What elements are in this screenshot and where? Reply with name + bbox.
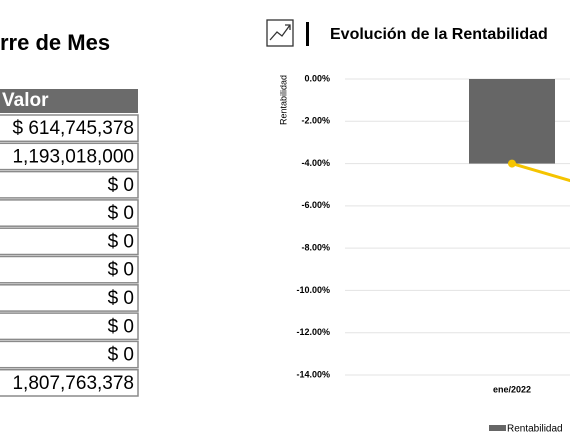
chart-title: Evolución de la Rentabilidad bbox=[330, 26, 548, 43]
table-value: $ 0 bbox=[108, 231, 134, 252]
line-marker bbox=[508, 159, 516, 168]
table-value: $ 0 bbox=[108, 203, 134, 224]
table-cell bbox=[0, 227, 139, 256]
y-axis-label: Rentabilidad bbox=[278, 75, 288, 125]
table-value: 1,193,018,000 bbox=[12, 146, 134, 167]
table-value: $ 0 bbox=[108, 288, 134, 309]
table-value: $ 0 bbox=[108, 316, 134, 337]
table-header bbox=[0, 89, 138, 113]
table-value: $ 0 bbox=[108, 175, 134, 196]
x-tick-label: ene/2022 bbox=[493, 384, 531, 394]
y-tick-label: 0.00% bbox=[304, 73, 330, 83]
y-tick-label: -8.00% bbox=[301, 243, 330, 253]
bar bbox=[469, 79, 555, 164]
table-cell bbox=[0, 284, 139, 312]
doc-title: rre de Mes bbox=[0, 30, 110, 55]
y-tick-label: -6.00% bbox=[301, 200, 330, 210]
table-cell bbox=[0, 199, 139, 227]
legend-label: Rentabilidad bbox=[507, 424, 563, 435]
table-value: $ 0 bbox=[108, 260, 134, 281]
y-tick-label: -2.00% bbox=[301, 116, 330, 126]
separator bbox=[306, 22, 309, 46]
table-cell bbox=[0, 340, 139, 369]
table-value: 1,807,763,378 bbox=[12, 373, 134, 394]
table-value: $ 614,745,378 bbox=[12, 118, 134, 139]
table-cell bbox=[0, 114, 139, 143]
y-tick-label: -12.00% bbox=[296, 327, 330, 337]
header-cell: Valor bbox=[2, 90, 49, 111]
legend-swatch bbox=[489, 425, 506, 431]
table-cell bbox=[0, 170, 139, 199]
table-value: $ 0 bbox=[108, 345, 134, 366]
table-cell bbox=[0, 312, 139, 341]
y-tick-label: -10.00% bbox=[296, 285, 330, 295]
y-tick-label: -14.00% bbox=[296, 369, 330, 379]
table-cell bbox=[0, 368, 139, 397]
y-tick-label: -4.00% bbox=[301, 158, 330, 168]
chart-icon bbox=[266, 19, 294, 47]
table-cell bbox=[0, 142, 139, 171]
line bbox=[511, 162, 570, 183]
table-cell bbox=[0, 255, 139, 284]
